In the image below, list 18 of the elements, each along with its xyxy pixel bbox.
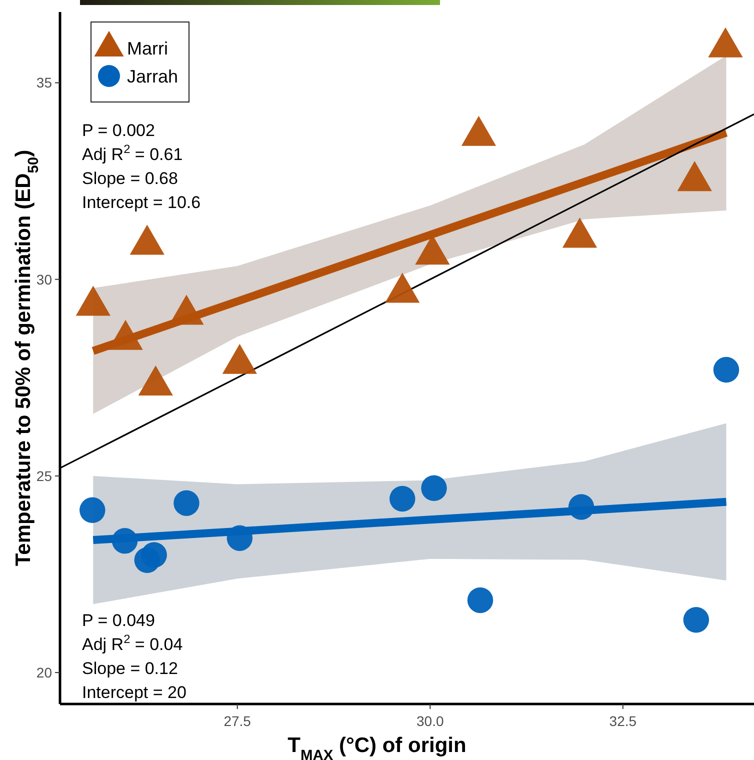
x-tick-label: 27.5: [224, 713, 252, 729]
legend-label: Jarrah: [127, 66, 178, 86]
legend-label: Marri: [127, 38, 168, 58]
y-tick-label: 35: [36, 74, 52, 91]
annotation: Intercept = 10.6: [82, 193, 201, 212]
annotation: Slope = 0.68: [82, 169, 178, 188]
y-tick-label: 25: [36, 468, 52, 484]
annotation: Intercept = 20: [82, 683, 186, 702]
annotation: P = 0.002: [82, 121, 155, 140]
annotation: Adj R$^{2}$ = 0.04: [82, 632, 183, 654]
x-axis-title: T$_{MAX}$ (°C) of origin: [288, 734, 466, 760]
x-tick-label: 32.5: [609, 713, 637, 729]
y-tick-label: 30: [36, 271, 52, 288]
annotation: Slope = 0.12: [82, 659, 178, 678]
annotation: Adj R$^{2}$ = 0.61: [82, 142, 183, 164]
annotation: P = 0.049: [82, 611, 155, 630]
y-tick-label: 20: [36, 664, 52, 680]
x-tick-label: 30.0: [416, 713, 444, 729]
